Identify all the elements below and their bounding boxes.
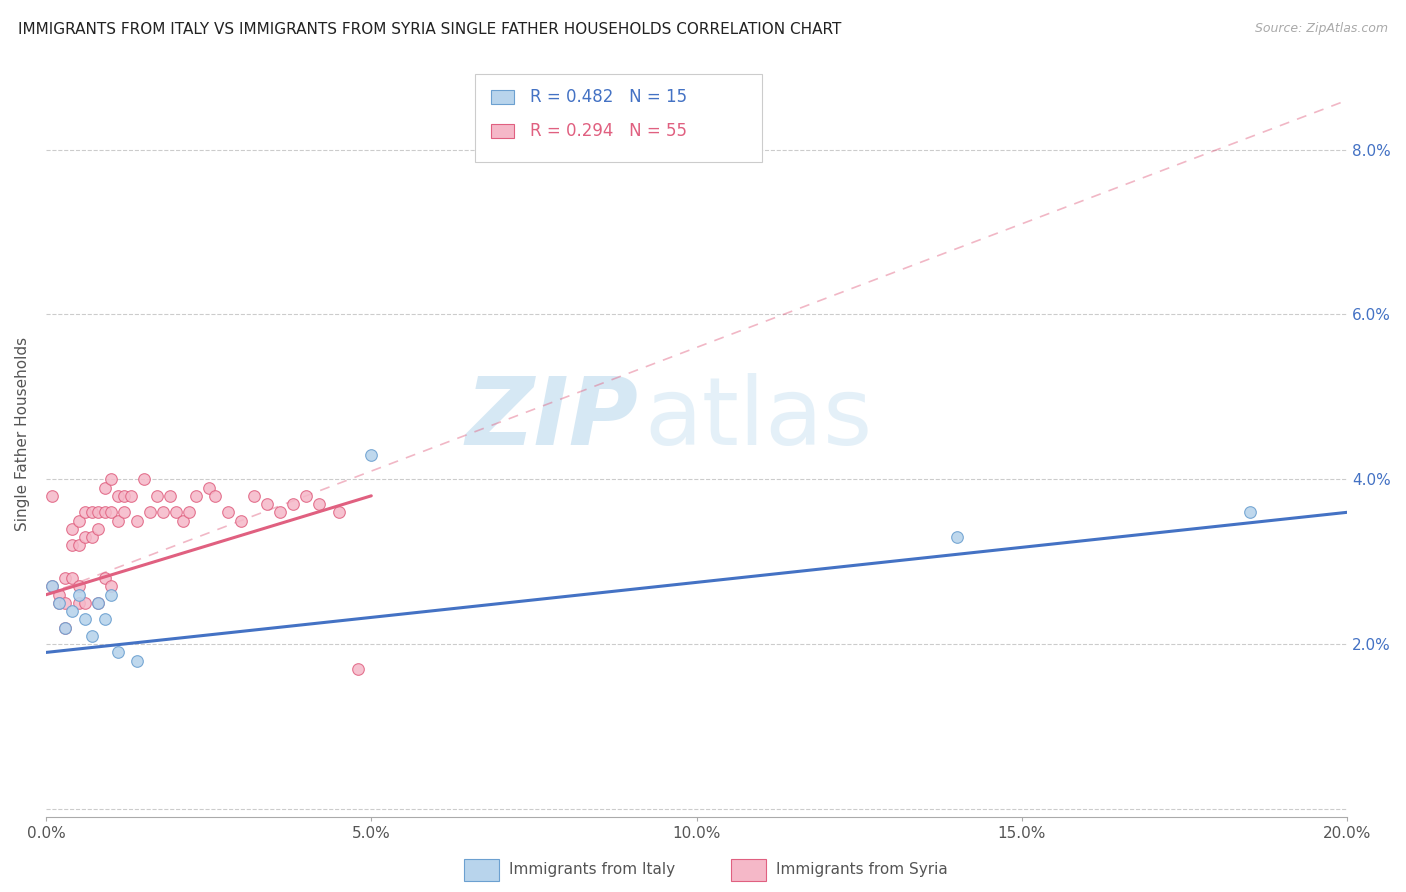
Point — [295, 489, 318, 503]
Point — [60, 571, 83, 585]
Point — [55, 621, 77, 635]
Point — [55, 621, 77, 635]
Point — [67, 514, 90, 528]
Point — [159, 489, 181, 503]
Point — [93, 505, 115, 519]
Point — [60, 538, 83, 552]
Text: Immigrants from Syria: Immigrants from Syria — [776, 863, 948, 877]
Point — [132, 472, 155, 486]
Point — [80, 505, 103, 519]
Point — [145, 489, 167, 503]
Text: atlas: atlas — [644, 373, 873, 465]
Text: IMMIGRANTS FROM ITALY VS IMMIGRANTS FROM SYRIA SINGLE FATHER HOUSEHOLDS CORRELAT: IMMIGRANTS FROM ITALY VS IMMIGRANTS FROM… — [18, 22, 842, 37]
Text: Immigrants from Italy: Immigrants from Italy — [509, 863, 675, 877]
Point — [107, 645, 129, 659]
Point — [152, 505, 174, 519]
Point — [48, 596, 70, 610]
Point — [67, 538, 90, 552]
Point — [73, 596, 96, 610]
Point — [347, 662, 370, 676]
Point — [93, 571, 115, 585]
Point — [67, 588, 90, 602]
Point — [283, 497, 305, 511]
Point — [946, 530, 969, 544]
Point — [328, 505, 350, 519]
FancyBboxPatch shape — [491, 90, 515, 103]
Point — [48, 596, 70, 610]
Point — [197, 481, 219, 495]
Point — [107, 489, 129, 503]
Point — [1239, 505, 1261, 519]
Point — [73, 612, 96, 626]
Point — [55, 571, 77, 585]
Point — [100, 472, 122, 486]
Point — [87, 522, 110, 536]
Point — [87, 505, 110, 519]
Point — [184, 489, 207, 503]
Point — [125, 654, 148, 668]
Point — [308, 497, 330, 511]
Point — [41, 579, 63, 593]
Point — [93, 481, 115, 495]
Point — [80, 530, 103, 544]
FancyBboxPatch shape — [475, 74, 762, 161]
Text: R = 0.482   N = 15: R = 0.482 N = 15 — [530, 87, 688, 105]
Point — [73, 530, 96, 544]
Point — [112, 505, 135, 519]
Point — [100, 505, 122, 519]
Point — [60, 522, 83, 536]
Point — [48, 588, 70, 602]
Point — [41, 489, 63, 503]
Point — [172, 514, 194, 528]
Point — [112, 489, 135, 503]
Y-axis label: Single Father Households: Single Father Households — [15, 337, 30, 531]
Point — [139, 505, 162, 519]
Point — [93, 612, 115, 626]
Point — [67, 596, 90, 610]
Point — [67, 579, 90, 593]
Point — [60, 604, 83, 618]
Point — [217, 505, 239, 519]
Point — [120, 489, 142, 503]
Point — [231, 514, 253, 528]
Point — [80, 629, 103, 643]
Point — [73, 505, 96, 519]
Point — [125, 514, 148, 528]
Text: Source: ZipAtlas.com: Source: ZipAtlas.com — [1254, 22, 1388, 36]
Point — [100, 579, 122, 593]
Point — [87, 596, 110, 610]
Text: ZIP: ZIP — [465, 373, 638, 465]
Point — [100, 588, 122, 602]
Point — [107, 514, 129, 528]
FancyBboxPatch shape — [491, 124, 515, 138]
Point — [165, 505, 187, 519]
Point — [55, 596, 77, 610]
Text: R = 0.294   N = 55: R = 0.294 N = 55 — [530, 122, 688, 140]
Point — [243, 489, 266, 503]
Point — [204, 489, 226, 503]
Point — [179, 505, 201, 519]
Point — [269, 505, 291, 519]
Point — [256, 497, 278, 511]
Point — [41, 579, 63, 593]
Point — [87, 596, 110, 610]
Point — [360, 448, 382, 462]
